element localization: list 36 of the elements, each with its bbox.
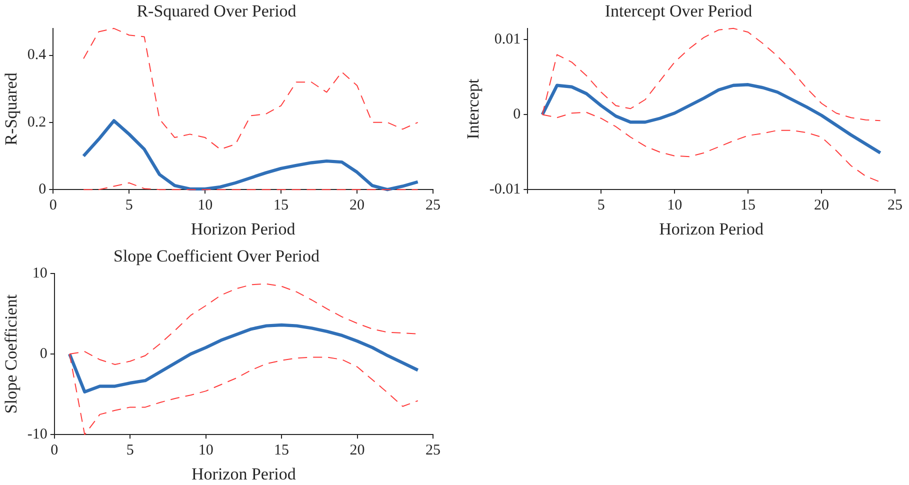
x-tick-label: 15 bbox=[274, 198, 289, 214]
x-tick-label: 10 bbox=[667, 198, 682, 214]
x-tick-label: 5 bbox=[126, 442, 134, 459]
chart-title: Intercept Over Period bbox=[604, 2, 753, 21]
y-tick-label: 0.4 bbox=[27, 47, 47, 64]
chart-title: R-Squared Over Period bbox=[136, 2, 297, 21]
chart-title: Slope Coefficient Over Period bbox=[113, 246, 320, 266]
y-tick-label: 0.2 bbox=[27, 114, 46, 130]
line-series bbox=[83, 182, 418, 190]
x-tick-label: 0 bbox=[50, 442, 58, 459]
x-tick-label: 25 bbox=[426, 198, 440, 214]
y-tick-label: -10 bbox=[27, 426, 48, 443]
x-tick-label: 10 bbox=[198, 198, 213, 214]
y-tick-label: 10 bbox=[32, 265, 48, 282]
x-axis-title: Horizon Period bbox=[192, 464, 296, 484]
line-series bbox=[83, 28, 418, 150]
x-tick-label: 15 bbox=[740, 198, 756, 214]
x-tick-label: 25 bbox=[426, 442, 440, 459]
y-tick-label: 0 bbox=[38, 182, 46, 198]
x-tick-label: 15 bbox=[274, 442, 290, 459]
y-axis-title: Intercept bbox=[464, 78, 483, 140]
x-axis-title: Horizon Period bbox=[190, 219, 296, 238]
x-tick-label: 25 bbox=[888, 198, 902, 214]
x-tick-label: 5 bbox=[125, 198, 133, 214]
y-axis-title: R-Squared bbox=[2, 72, 21, 146]
x-tick-label: 10 bbox=[198, 442, 214, 459]
x-tick-label: 20 bbox=[350, 198, 365, 214]
y-axis-title: Slope Coefficient bbox=[2, 294, 21, 414]
y-tick-label: -0.01 bbox=[489, 182, 521, 198]
x-tick-label: 20 bbox=[814, 198, 830, 214]
x-tick-label: 20 bbox=[350, 442, 365, 459]
x-axis-title: Horizon Period bbox=[659, 219, 764, 238]
x-tick-label: 5 bbox=[597, 198, 605, 214]
y-tick-label: 0 bbox=[513, 106, 521, 123]
y-tick-label: 0 bbox=[40, 346, 48, 362]
y-tick-label: 0.01 bbox=[494, 32, 521, 48]
